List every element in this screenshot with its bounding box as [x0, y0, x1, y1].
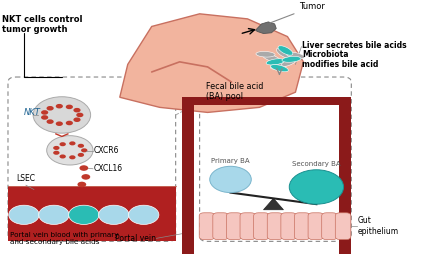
Text: NKT: NKT	[24, 108, 41, 117]
Circle shape	[47, 119, 54, 124]
Text: Gut
epithelium: Gut epithelium	[357, 216, 399, 236]
Text: Microbiota
modifies bile acid: Microbiota modifies bile acid	[302, 50, 379, 69]
Ellipse shape	[286, 52, 304, 59]
Ellipse shape	[266, 59, 285, 65]
Text: Primary BA: Primary BA	[211, 157, 250, 164]
Circle shape	[79, 165, 88, 171]
Circle shape	[78, 182, 86, 187]
Text: CXCL16: CXCL16	[94, 164, 123, 172]
Bar	[8, 186, 176, 241]
Circle shape	[53, 146, 59, 150]
Circle shape	[41, 110, 48, 115]
FancyBboxPatch shape	[281, 213, 296, 240]
Bar	[339, 97, 351, 254]
Circle shape	[99, 205, 129, 225]
Ellipse shape	[282, 56, 301, 62]
Circle shape	[33, 97, 91, 133]
Bar	[181, 97, 351, 105]
Circle shape	[59, 142, 66, 146]
Circle shape	[66, 121, 73, 125]
Circle shape	[39, 205, 69, 225]
Circle shape	[69, 205, 99, 225]
Circle shape	[73, 108, 81, 113]
Text: Fecal bile acid
(BA) pool: Fecal bile acid (BA) pool	[206, 82, 263, 102]
Circle shape	[78, 153, 84, 157]
FancyBboxPatch shape	[322, 213, 337, 240]
FancyBboxPatch shape	[308, 213, 324, 240]
FancyBboxPatch shape	[199, 213, 215, 240]
Polygon shape	[256, 22, 276, 34]
Circle shape	[47, 136, 93, 165]
Circle shape	[53, 151, 59, 155]
Circle shape	[66, 105, 73, 109]
Text: Portal vein blood with primary
and secondary bile acids: Portal vein blood with primary and secon…	[10, 232, 118, 245]
Circle shape	[78, 144, 84, 148]
Circle shape	[210, 166, 251, 193]
Text: Liver secretes bile acids: Liver secretes bile acids	[302, 41, 407, 50]
Ellipse shape	[271, 65, 288, 72]
Text: LSEC: LSEC	[16, 174, 35, 183]
FancyBboxPatch shape	[295, 213, 310, 240]
Circle shape	[69, 141, 75, 145]
Polygon shape	[120, 14, 304, 113]
Text: Secondary BA: Secondary BA	[292, 161, 341, 167]
Circle shape	[81, 174, 90, 180]
FancyBboxPatch shape	[240, 213, 256, 240]
Circle shape	[59, 154, 66, 158]
Circle shape	[47, 106, 54, 110]
Ellipse shape	[256, 52, 275, 57]
FancyBboxPatch shape	[213, 213, 229, 240]
FancyBboxPatch shape	[226, 213, 242, 240]
Circle shape	[69, 155, 75, 159]
Ellipse shape	[271, 62, 288, 69]
Circle shape	[81, 148, 87, 152]
Circle shape	[73, 117, 81, 122]
FancyBboxPatch shape	[335, 213, 351, 240]
Circle shape	[289, 170, 343, 204]
Circle shape	[128, 205, 159, 225]
Circle shape	[56, 104, 63, 108]
Text: Tumor: Tumor	[270, 2, 325, 23]
Text: Portal vein: Portal vein	[115, 234, 156, 243]
Text: CXCR6: CXCR6	[94, 146, 119, 155]
Text: NKT cells control
tumor growth: NKT cells control tumor growth	[2, 15, 83, 35]
FancyBboxPatch shape	[254, 213, 269, 240]
Ellipse shape	[278, 46, 293, 55]
Bar	[181, 97, 194, 254]
Ellipse shape	[263, 54, 280, 62]
Circle shape	[76, 113, 84, 117]
Circle shape	[9, 205, 39, 225]
Circle shape	[56, 121, 63, 126]
Ellipse shape	[282, 57, 297, 66]
Ellipse shape	[276, 48, 290, 58]
FancyBboxPatch shape	[267, 213, 283, 240]
Polygon shape	[263, 198, 284, 210]
Circle shape	[41, 115, 48, 120]
